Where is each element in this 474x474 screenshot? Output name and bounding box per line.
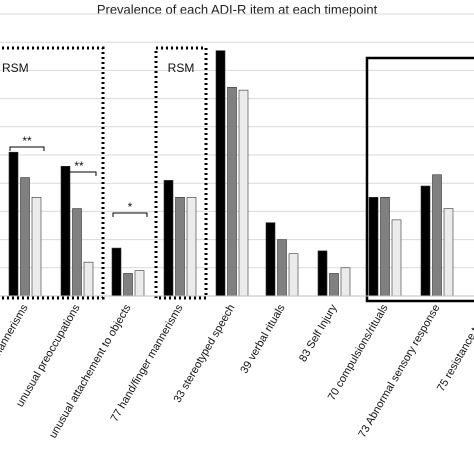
bar <box>340 267 351 297</box>
x-tick-label: mannerisms <box>0 302 31 360</box>
bar <box>277 239 287 297</box>
bar <box>227 87 237 297</box>
significance-bracket <box>9 146 45 151</box>
bar <box>72 208 82 297</box>
significance-label: * <box>128 200 133 214</box>
bar <box>317 250 328 297</box>
bar <box>238 89 249 297</box>
chart-title: Prevalence of each ADI-R item at each ti… <box>97 2 378 17</box>
bar <box>123 273 133 297</box>
annotations: ***** <box>9 134 148 217</box>
bar <box>432 174 442 297</box>
group-box <box>0 46 105 300</box>
bar <box>83 261 94 297</box>
significance-label: ** <box>74 159 84 173</box>
bar <box>420 185 431 297</box>
bar <box>380 197 390 297</box>
bar <box>134 270 145 297</box>
bar <box>391 219 402 297</box>
group-box <box>154 46 208 300</box>
bar <box>20 177 30 297</box>
x-tick-label: 33 stereotyped speech <box>172 303 238 405</box>
bars <box>8 50 454 297</box>
bar <box>8 151 19 297</box>
significance-bracket <box>61 171 97 176</box>
bar <box>368 197 379 297</box>
bar <box>186 197 197 297</box>
x-tick-label: 75 resistance to cha <box>435 302 474 394</box>
group-boxes: RSM RSM <box>0 46 474 303</box>
bar <box>31 197 42 297</box>
group-box-label: RSM <box>168 61 195 75</box>
group-box <box>365 56 474 303</box>
bar <box>329 273 339 297</box>
bar <box>163 180 174 297</box>
bar <box>60 165 71 297</box>
significance-label: ** <box>22 134 32 148</box>
x-tick-label: 83 Self Injury <box>297 302 340 364</box>
x-tick-label: 39 verbal rituals <box>238 302 287 376</box>
bar <box>175 197 185 297</box>
bar <box>288 253 299 297</box>
bar <box>111 247 122 297</box>
bar <box>215 50 226 297</box>
gridlines <box>0 13 474 269</box>
group-box-label: RSM <box>2 61 29 75</box>
significance-bracket <box>112 212 148 217</box>
bar <box>443 208 454 297</box>
bar <box>265 222 276 297</box>
x-tick-label: 70 compulsions/rituals <box>326 302 391 403</box>
